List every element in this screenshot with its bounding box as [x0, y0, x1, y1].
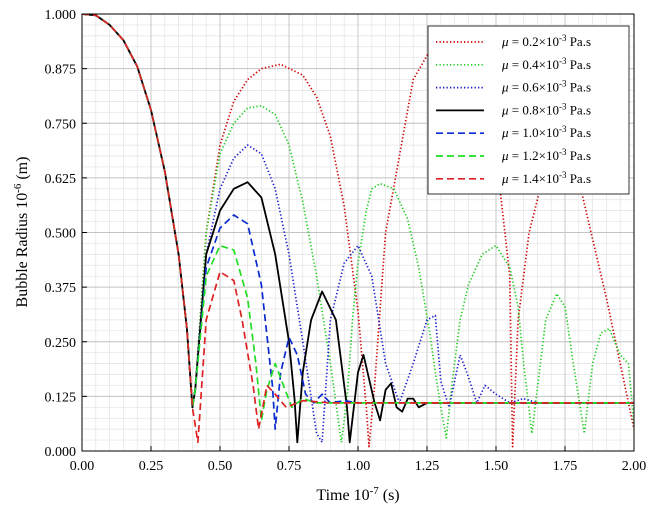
y-tick-label: 1.000	[45, 8, 77, 23]
x-tick-label: 0.25	[139, 459, 164, 474]
x-tick-label: 1.50	[484, 459, 509, 474]
x-tick-label: 0.75	[277, 459, 302, 474]
ticks: 0.00 0.25 0.50 0.75 1.00 1.25 1.50 1.75 2.00 0.00…	[45, 8, 647, 474]
legend-label-mu-0.6: μ = 0.6×10-3 Pa.s	[501, 79, 591, 95]
y-tick-label: 0.750	[45, 117, 77, 132]
x-tick-label: 1.75	[553, 459, 578, 474]
y-axis-title: Bubble Radius 10-6 (m)	[12, 157, 31, 308]
legend-label-mu-0.8: μ = 0.8×10-3 Pa.s	[501, 101, 591, 117]
x-tick-label: 0.00	[70, 459, 95, 474]
x-tick-label: 2.00	[622, 459, 647, 474]
legend-label-mu-1.0: μ = 1.0×10-3 Pa.s	[501, 124, 591, 140]
legend-label-mu-1.2: μ = 1.2×10-3 Pa.s	[501, 147, 591, 163]
series-line-mu-1.4	[82, 14, 634, 444]
y-tick-label: 0.875	[45, 63, 77, 78]
y-tick-label: 0.625	[45, 172, 77, 187]
y-tick-label: 0.500	[45, 227, 77, 242]
legend-label-mu-1.4: μ = 1.4×10-3 Pa.s	[501, 170, 591, 186]
x-tick-label: 1.25	[415, 459, 440, 474]
y-tick-label: 0.000	[45, 445, 77, 460]
y-tick-label: 0.375	[45, 281, 77, 296]
series-layer	[82, 14, 634, 448]
legend-label-mu-0.4: μ = 0.4×10-3 Pa.s	[501, 56, 591, 72]
legend: μ = 0.2×10-3 Pa.s μ = 0.4×10-3 Pa.s μ = 0.…	[427, 25, 630, 195]
y-tick-label: 0.125	[45, 390, 77, 405]
x-tick-label: 0.50	[208, 459, 233, 474]
legend-label-mu-0.2: μ = 0.2×10-3 Pa.s	[501, 33, 591, 49]
x-tick-label: 1.00	[346, 459, 371, 474]
y-tick-label: 0.250	[45, 336, 77, 351]
x-axis-title: Time 10-7 (s)	[316, 485, 399, 504]
